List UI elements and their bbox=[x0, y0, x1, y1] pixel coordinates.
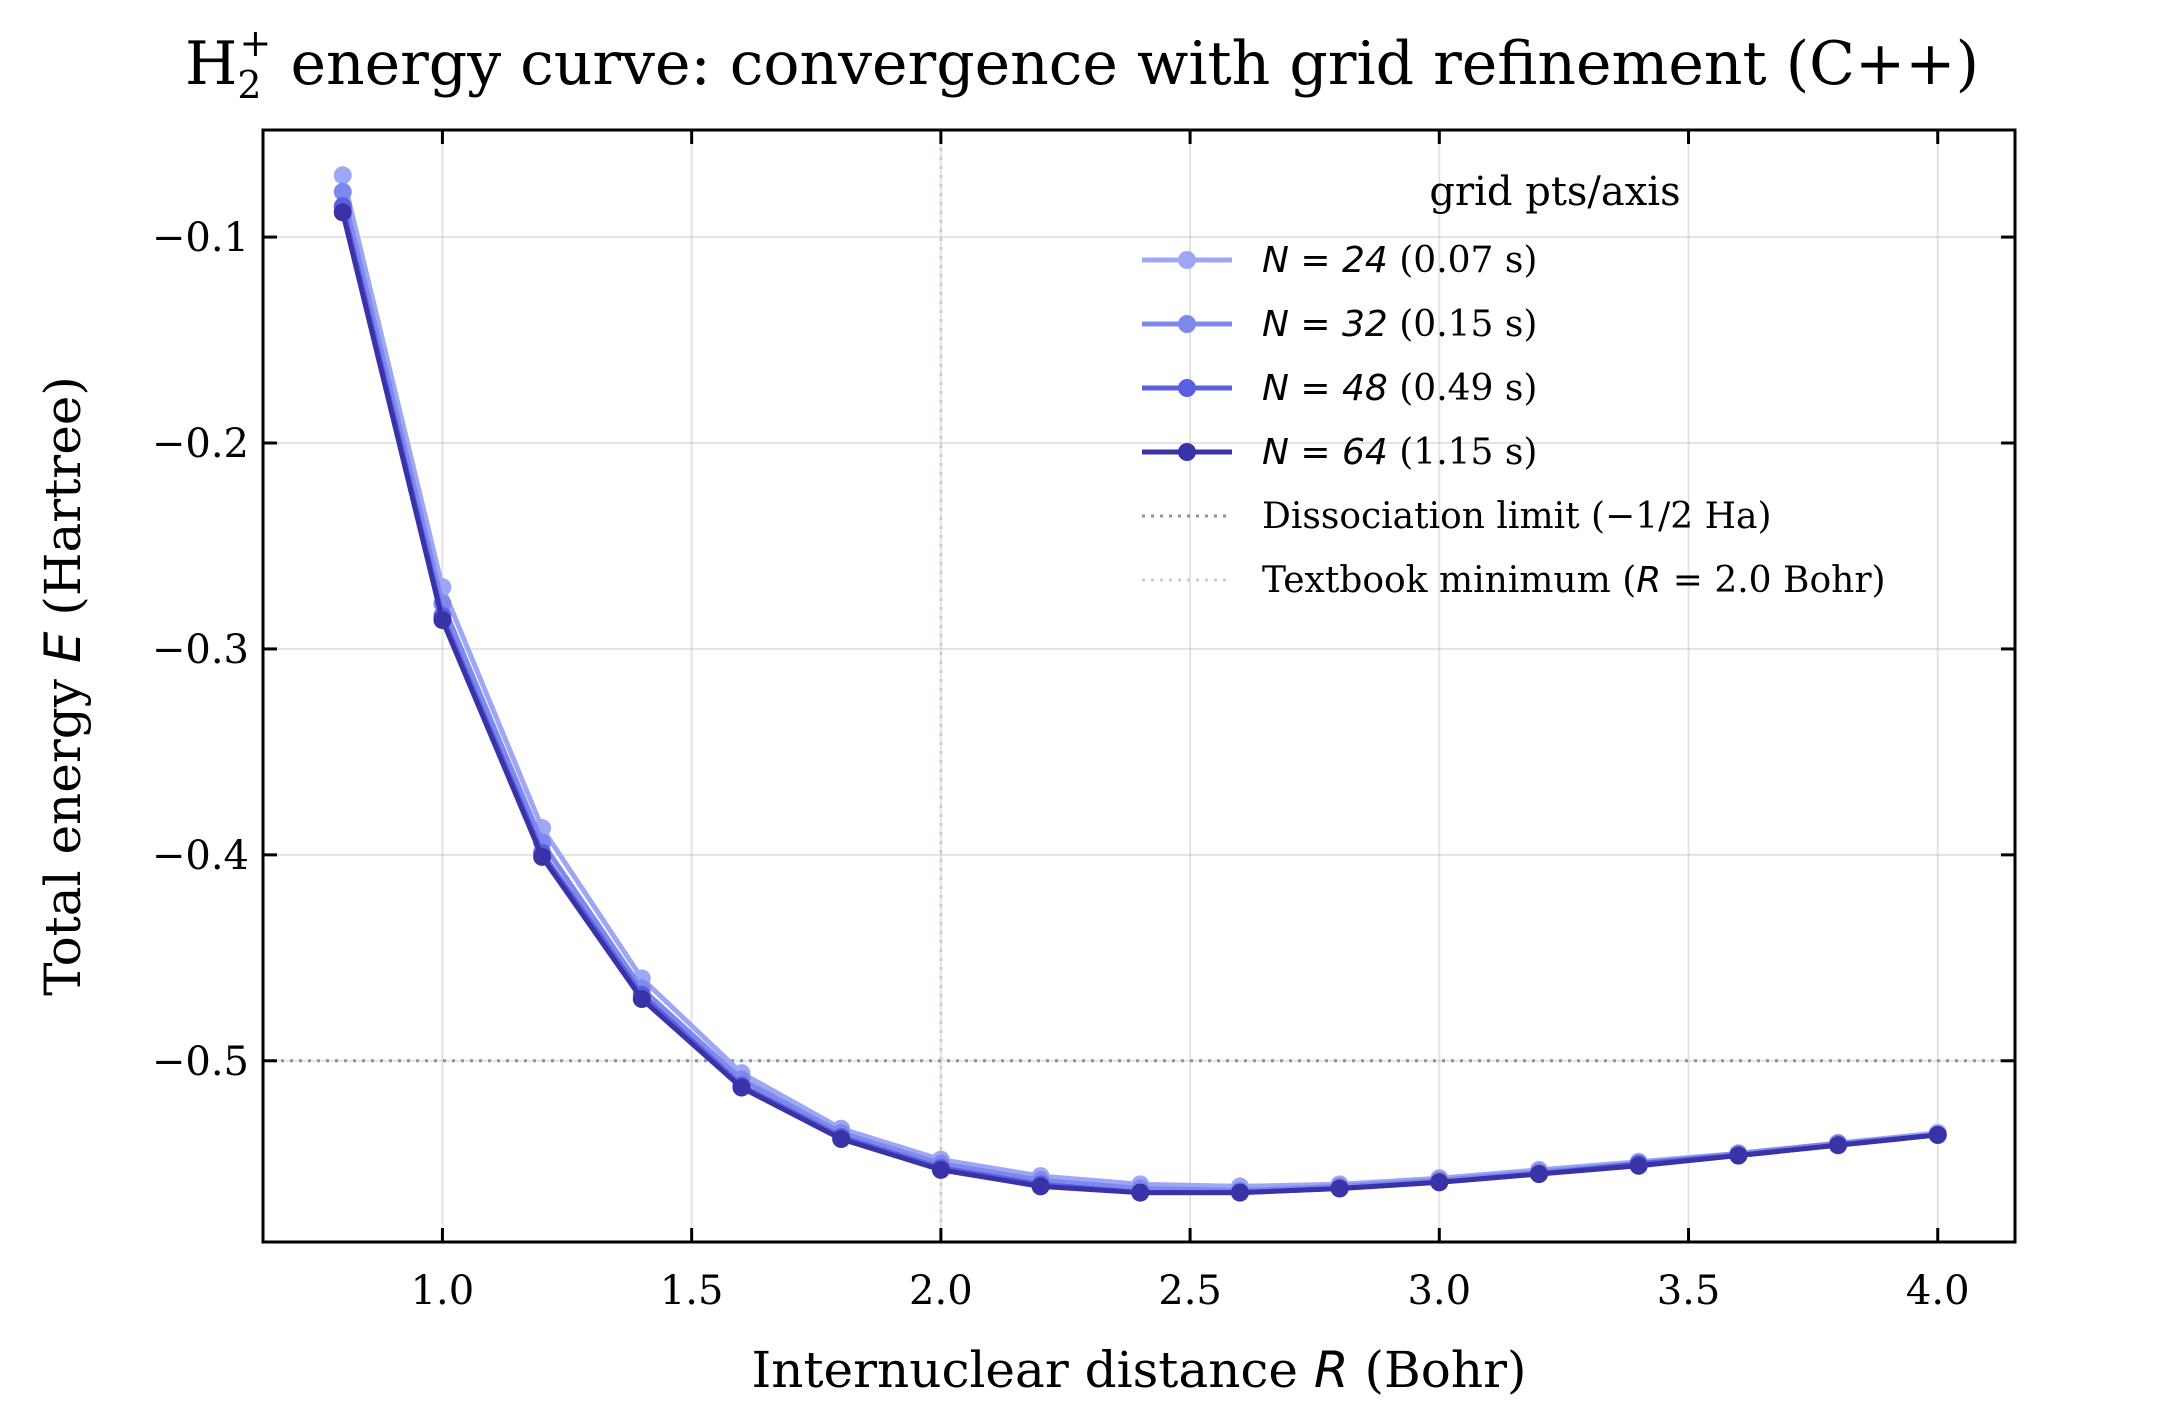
series-line bbox=[340, 205, 1938, 1196]
data-point bbox=[931, 1160, 950, 1179]
legend-ref-post: = 2.0 Bohr) bbox=[1661, 560, 1885, 601]
x-axis-label-post: (Bohr) bbox=[1349, 1341, 1527, 1399]
legend-ref-label: Dissociation limit (−1/2 Ha) bbox=[1262, 496, 1772, 537]
chart-title: H2+ energy curve: convergence with grid … bbox=[185, 21, 1979, 107]
x-axis-label: Internuclear distance R (Bohr) bbox=[752, 1341, 1527, 1399]
legend-label: N = 64 (1.15 s) bbox=[1262, 432, 1537, 473]
series-1 bbox=[333, 166, 1947, 1196]
title-subscript: 2 bbox=[237, 63, 261, 107]
data-point bbox=[333, 166, 352, 185]
data-point bbox=[1928, 1125, 1947, 1144]
y-axis-label-pre: Total energy bbox=[34, 663, 92, 996]
legend-entry-2: N = 32 (0.15 s) bbox=[1142, 304, 1537, 345]
series-line bbox=[340, 211, 1938, 1196]
legend-label: N = 32 (0.15 s) bbox=[1262, 304, 1537, 345]
y-axis-label-var: E bbox=[34, 631, 92, 663]
y-tick-label: −0.1 bbox=[152, 215, 249, 261]
x-tick-label: 3.5 bbox=[1657, 1268, 1721, 1314]
reference-lines bbox=[263, 130, 2015, 1242]
legend-label: N = 24 (0.07 s) bbox=[1262, 240, 1537, 281]
data-point bbox=[1131, 1183, 1150, 1202]
series-line bbox=[340, 191, 1938, 1193]
legend-ref-entry-1: Dissociation limit (−1/2 Ha) bbox=[1142, 496, 1772, 537]
y-tick-label: −0.2 bbox=[152, 421, 249, 467]
y-tick-label: −0.5 bbox=[152, 1039, 249, 1085]
chart-title-text: H2+ energy curve: convergence with grid … bbox=[185, 21, 1979, 107]
x-tick-label: 2.5 bbox=[1158, 1268, 1222, 1314]
data-point bbox=[533, 847, 552, 866]
data-point bbox=[333, 203, 352, 222]
legend-var: N bbox=[1262, 368, 1289, 409]
title-molecule: H bbox=[185, 29, 237, 99]
legend-ref-pre: Dissociation limit (−1/2 Ha) bbox=[1262, 496, 1772, 537]
x-axis-label-var: R bbox=[1314, 1341, 1349, 1399]
legend-eq: = 64 bbox=[1289, 432, 1388, 473]
legend-marker bbox=[1178, 315, 1196, 333]
legend-time: (0.49 s) bbox=[1388, 368, 1538, 409]
series bbox=[333, 166, 1947, 1202]
legend-var: N bbox=[1262, 240, 1289, 281]
data-point bbox=[632, 990, 651, 1009]
data-point bbox=[1629, 1156, 1648, 1175]
legend-eq: = 32 bbox=[1289, 304, 1388, 345]
title-rest: energy curve: convergence with grid refi… bbox=[271, 29, 1979, 99]
x-tick-label: 2.0 bbox=[909, 1268, 973, 1314]
legend-time: (0.15 s) bbox=[1388, 304, 1538, 345]
legend-ref-label: Textbook minimum (R = 2.0 Bohr) bbox=[1262, 560, 1886, 601]
data-point bbox=[1330, 1179, 1349, 1198]
x-tick-label: 4.0 bbox=[1906, 1268, 1970, 1314]
series-2 bbox=[333, 182, 1947, 1200]
legend-time: (0.07 s) bbox=[1388, 240, 1538, 281]
legend-entry-4: N = 64 (1.15 s) bbox=[1142, 432, 1537, 473]
legend-title: grid pts/axis bbox=[1429, 169, 1680, 215]
data-point bbox=[333, 182, 352, 201]
data-point bbox=[832, 1130, 851, 1149]
plot-frame bbox=[261, 128, 2017, 1244]
legend-marker bbox=[1178, 379, 1196, 397]
legend-time: (1.15 s) bbox=[1388, 432, 1538, 473]
grid bbox=[263, 130, 2015, 1242]
legend-ref-var: R bbox=[1636, 560, 1661, 601]
y-tick-label: −0.4 bbox=[152, 833, 249, 879]
y-tick-label: −0.3 bbox=[152, 627, 249, 673]
y-axis-label-post: (Hartree) bbox=[34, 376, 92, 631]
data-point bbox=[1230, 1183, 1249, 1202]
legend-var: N bbox=[1262, 304, 1289, 345]
axes: 1.0 1.5 2.0 2.5 3.0 3.5 4.0 −0.1 −0.2 −0.3 −0.4 −0.… bbox=[34, 128, 2017, 1399]
series-line bbox=[340, 174, 1938, 1189]
legend-eq: = 48 bbox=[1289, 368, 1388, 409]
data-point bbox=[1529, 1165, 1548, 1184]
title-superscript: + bbox=[240, 21, 272, 65]
legend-eq: = 24 bbox=[1289, 240, 1388, 281]
data-point bbox=[732, 1078, 751, 1097]
legend-var: N bbox=[1262, 432, 1289, 473]
legend-label: N = 48 (0.49 s) bbox=[1262, 368, 1537, 409]
data-point bbox=[433, 611, 452, 630]
series-3 bbox=[333, 197, 1947, 1202]
x-tick-label: 1.5 bbox=[660, 1268, 724, 1314]
data-point bbox=[1430, 1173, 1449, 1192]
data-point bbox=[1729, 1146, 1748, 1165]
x-tick-label: 1.0 bbox=[411, 1268, 475, 1314]
legend-entry-3: N = 48 (0.49 s) bbox=[1142, 368, 1537, 409]
x-tick-label: 3.0 bbox=[1407, 1268, 1471, 1314]
legend-ref-entry-2: Textbook minimum (R = 2.0 Bohr) bbox=[1142, 560, 1886, 601]
series-4 bbox=[333, 203, 1947, 1202]
legend-marker bbox=[1178, 443, 1196, 461]
x-axis-label-pre: Internuclear distance bbox=[752, 1341, 1314, 1399]
data-point bbox=[1031, 1177, 1050, 1196]
data-point bbox=[1829, 1136, 1848, 1155]
legend-entry-1: N = 24 (0.07 s) bbox=[1142, 240, 1537, 281]
legend-marker bbox=[1178, 251, 1196, 269]
legend-ref-pre: Textbook minimum ( bbox=[1262, 560, 1636, 601]
y-axis-label: Total energy E (Hartree) bbox=[34, 376, 92, 996]
